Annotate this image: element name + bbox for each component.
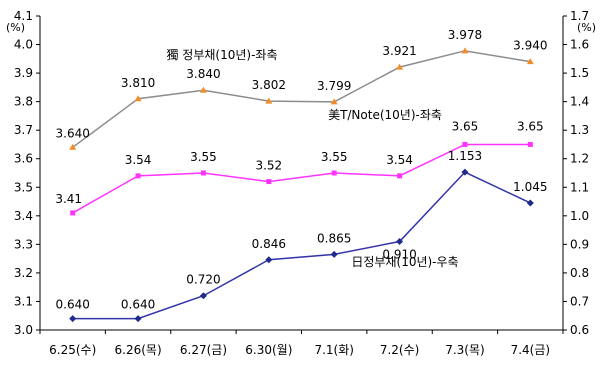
data-point-marker (135, 173, 141, 179)
left-tick-label: 4.0 (14, 38, 33, 52)
data-point-marker (462, 141, 468, 147)
x-tick-label: 6.26(목) (115, 343, 162, 357)
data-label: 3.41 (55, 192, 82, 206)
left-tick-label: 3.7 (14, 123, 33, 137)
data-point-marker (134, 315, 142, 323)
x-tick-label: 6.30(월) (245, 343, 292, 357)
data-point-marker (265, 256, 273, 264)
x-tick-label: 7.4(금) (511, 343, 551, 357)
x-tick-label: 7.3(목) (445, 343, 485, 357)
series-line-2 (72, 171, 531, 320)
data-point-marker (199, 292, 207, 300)
right-tick-label: 0.6 (570, 323, 589, 337)
data-point-marker (69, 315, 77, 323)
left-tick-label: 3.6 (14, 152, 33, 166)
data-label: 1.153 (448, 149, 482, 163)
data-label: 3.55 (321, 150, 348, 164)
right-tick-label: 1.2 (570, 152, 589, 166)
series-line-0 (72, 50, 531, 148)
right-tick-label: 1.1 (570, 180, 589, 194)
left-tick-label: 3.0 (14, 323, 33, 337)
data-label: 3.799 (317, 79, 351, 93)
data-point-marker (526, 58, 534, 65)
right-tick-label: 1.5 (570, 66, 589, 80)
right-tick-label: 1.7 (570, 9, 589, 23)
right-axis-unit: (%) (577, 21, 596, 34)
data-point-marker (265, 97, 273, 104)
right-tick-label: 1.6 (570, 38, 589, 52)
left-tick-label: 3.1 (14, 294, 33, 308)
data-point-marker (134, 95, 142, 102)
series-name-label: 日정부채(10년)-우축 (351, 255, 458, 269)
data-label: 0.910 (382, 248, 416, 262)
data-point-marker (200, 170, 206, 176)
left-tick-label: 3.9 (14, 66, 33, 80)
data-label: 0.865 (317, 231, 351, 245)
data-point-marker (526, 199, 534, 207)
data-label: 3.940 (513, 39, 547, 53)
series-name-label: 獨 정부채(10년)-좌축 (166, 47, 277, 62)
data-label: 3.978 (448, 28, 482, 42)
left-tick-label: 3.3 (14, 237, 33, 251)
x-tick-label: 7.1(화) (314, 343, 354, 357)
right-tick-label: 1.4 (570, 95, 589, 109)
data-label: 0.640 (56, 298, 90, 312)
data-label: 0.846 (252, 237, 286, 251)
left-axis-unit: (%) (6, 21, 25, 34)
data-point-marker (527, 141, 533, 147)
x-tick-label: 7.2(수) (380, 343, 420, 357)
left-tick-label: 3.5 (14, 180, 33, 194)
data-label: 3.640 (56, 126, 90, 140)
data-label: 3.54 (125, 153, 152, 167)
left-tick-label: 3.2 (14, 266, 33, 280)
data-point-marker (330, 250, 338, 258)
data-point-marker (331, 170, 337, 176)
data-label: 0.720 (186, 273, 220, 287)
series-line-1 (72, 143, 531, 214)
data-point-marker (461, 47, 469, 54)
right-tick-label: 0.8 (570, 266, 589, 280)
axes-layer: 3.03.13.23.33.43.53.63.73.83.94.04.1(%)0… (6, 9, 596, 357)
x-tick-label: 6.25(수) (49, 343, 96, 357)
data-point-marker (330, 98, 338, 105)
data-point-marker (70, 210, 76, 216)
data-label: 3.55 (190, 150, 217, 164)
data-point-marker (69, 143, 77, 150)
right-tick-label: 1.0 (570, 209, 589, 223)
data-point-marker (461, 168, 469, 176)
data-label: 3.54 (386, 153, 413, 167)
left-tick-label: 4.1 (14, 9, 33, 23)
left-tick-label: 3.4 (14, 209, 33, 223)
data-point-marker (397, 173, 403, 179)
series-name-label: 美T/Note(10년)-좌축 (328, 108, 442, 122)
series-lines-layer (69, 47, 534, 323)
right-tick-label: 0.7 (570, 294, 589, 308)
data-label: 0.640 (121, 298, 155, 312)
data-label: 3.840 (186, 67, 220, 81)
x-tick-label: 6.27(금) (180, 343, 227, 357)
data-label: 3.921 (382, 44, 416, 58)
data-label: 3.802 (252, 78, 286, 92)
left-tick-label: 3.8 (14, 95, 33, 109)
data-point-marker (396, 238, 404, 246)
right-tick-label: 0.9 (570, 237, 589, 251)
data-point-marker (199, 86, 207, 93)
data-label: 3.810 (121, 76, 155, 90)
data-point-marker (396, 63, 404, 70)
data-label: 3.65 (517, 119, 544, 133)
data-label: 1.045 (513, 180, 547, 194)
data-label: 3.65 (452, 119, 479, 133)
labels-layer: 3.640 3.810 3.840 3.802 3.799 3.921 3.978 3.940… (55, 28, 547, 312)
data-label: 3.52 (255, 159, 282, 173)
right-tick-label: 1.3 (570, 123, 589, 137)
data-point-marker (266, 179, 272, 185)
